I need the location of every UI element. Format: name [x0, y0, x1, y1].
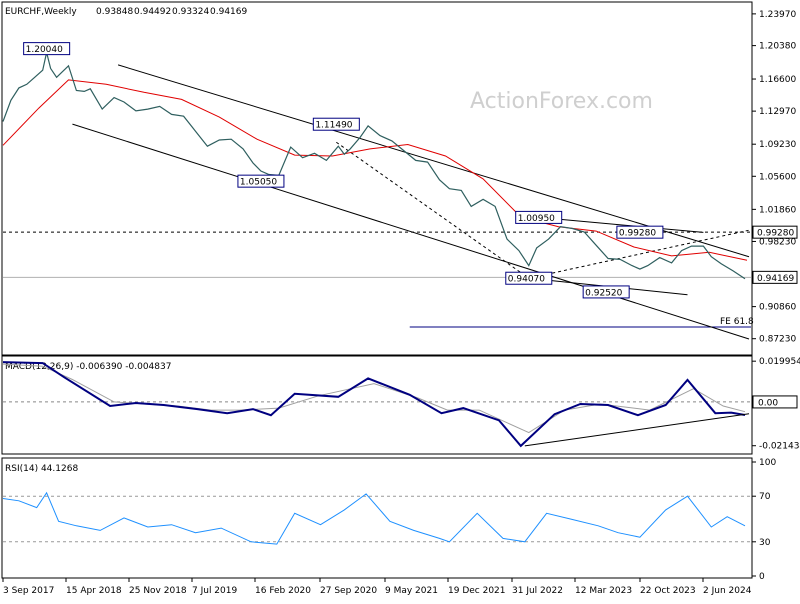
level-price-tag [752, 225, 798, 239]
swing-label: 0.92520 [585, 288, 622, 298]
swing-label-box [582, 285, 630, 299]
swing-label: 0.94070 [508, 275, 545, 285]
swing-label-box [23, 42, 71, 56]
swing-label: 1.05050 [240, 178, 277, 188]
macd-panel-frame [1, 355, 753, 455]
macd-y-tick-label: 0.019954 [759, 357, 800, 367]
swing-label-box [515, 210, 563, 224]
y-tick-label: 1.12970 [759, 107, 796, 117]
main-title: EURCHF,Weekly [5, 7, 77, 17]
main-content: 1.23970 1.20380 1.16600 1.12970 1.09230 1.056… [2, 10, 798, 345]
x-tick-label: 22 Oct 2023 [640, 586, 696, 596]
rsi-content: 100 70 30 0 [2, 458, 776, 582]
main-ohlc-low: 0.93324 [172, 7, 209, 17]
level-price-label: 0.99280 [757, 229, 794, 239]
macd-signal-line [2, 363, 746, 434]
x-tick-label: 12 Mar 2023 [575, 586, 632, 596]
rsi-panel-frame [1, 457, 753, 579]
trend-line [72, 123, 750, 340]
macd-trend-line [524, 413, 750, 447]
y-tick-label: 0.90860 [759, 303, 796, 313]
trend-line [117, 64, 750, 258]
macd-title: MACD(12,26,9) -0.006390 -0.004837 [5, 362, 171, 372]
rsi-panel: RSI(14) 44.1268 100 70 30 0 [1, 457, 776, 582]
macd-content: 0.0199540.00-0.0214340.00 [2, 357, 800, 452]
main-panel-frame [1, 1, 753, 356]
rsi-line [2, 491, 746, 545]
swing-label: 1.00950 [518, 214, 555, 224]
x-tick-label: 3 Sep 2017 [3, 586, 54, 596]
x-tick-label: 16 Feb 2020 [255, 586, 311, 596]
y-tick-label: 1.23970 [759, 10, 796, 20]
trend-line [528, 229, 750, 279]
macd-main-line [2, 361, 746, 448]
fe-label: FE 61.8 [720, 317, 754, 327]
rsi-title: RSI(14) 44.1268 [5, 464, 78, 474]
x-tick-label: 15 Apr 2018 [66, 586, 122, 596]
macd-value-label: 0.00 [758, 398, 778, 408]
y-tick-label: 1.09230 [759, 140, 796, 150]
macd-panel: MACD(12,26,9) -0.006390 -0.004837 0.0199… [1, 355, 800, 455]
swing-label-box [237, 174, 285, 188]
x-axis: 3 Sep 2017 15 Apr 2018 25 Nov 2018 7 Jul 20… [2, 578, 752, 596]
x-tick-label: 19 Dec 2021 [448, 586, 506, 596]
rsi-y-tick-label: 0 [759, 572, 765, 582]
trend-line [336, 141, 530, 279]
current-price-label: 0.94169 [757, 274, 794, 284]
x-tick-label: 2 Jun 2024 [703, 586, 752, 596]
macd-value-tag [752, 395, 798, 409]
y-tick-label: 0.98230 [759, 237, 796, 247]
main-ohlc-close: 0.94169 [210, 7, 247, 17]
price-line [2, 52, 746, 280]
swing-label-box [505, 271, 553, 285]
moving-average-line [2, 79, 748, 261]
x-tick-label: 25 Nov 2018 [129, 586, 187, 596]
watermark: ActionForex.com [470, 89, 653, 114]
main-panel: ActionForex.com EURCHF,Weekly 0.93848 0.… [1, 1, 798, 356]
x-tick-label: 9 May 2021 [385, 586, 438, 596]
x-tick-label: 7 Jul 2019 [192, 586, 237, 596]
x-tick-label: 31 Jul 2022 [512, 586, 563, 596]
y-tick-label: 1.01860 [759, 205, 796, 215]
trend-line [538, 216, 704, 233]
y-tick-label: 1.16600 [759, 75, 796, 85]
rsi-y-tick-label: 100 [759, 458, 776, 468]
main-ohlc-high: 0.94492 [134, 7, 171, 17]
x-tick-label: 27 Sep 2020 [320, 586, 377, 596]
current-price-tag [752, 270, 798, 284]
y-tick-label: 1.20380 [759, 42, 796, 52]
swing-label-box [616, 225, 664, 239]
y-tick-label: 0.87230 [759, 335, 796, 345]
main-ohlc-open: 0.93848 [96, 7, 133, 17]
swing-label-box [312, 117, 360, 131]
rsi-y-tick-label: 70 [759, 492, 771, 502]
swing-label: 1.20040 [26, 45, 63, 55]
swing-label: 0.99280 [619, 229, 656, 239]
macd-y-tick-label: -0.021434 [759, 442, 800, 452]
swing-label: 1.11490 [315, 121, 352, 131]
rsi-y-tick-label: 30 [759, 538, 771, 548]
y-tick-label: 1.05600 [759, 172, 796, 182]
